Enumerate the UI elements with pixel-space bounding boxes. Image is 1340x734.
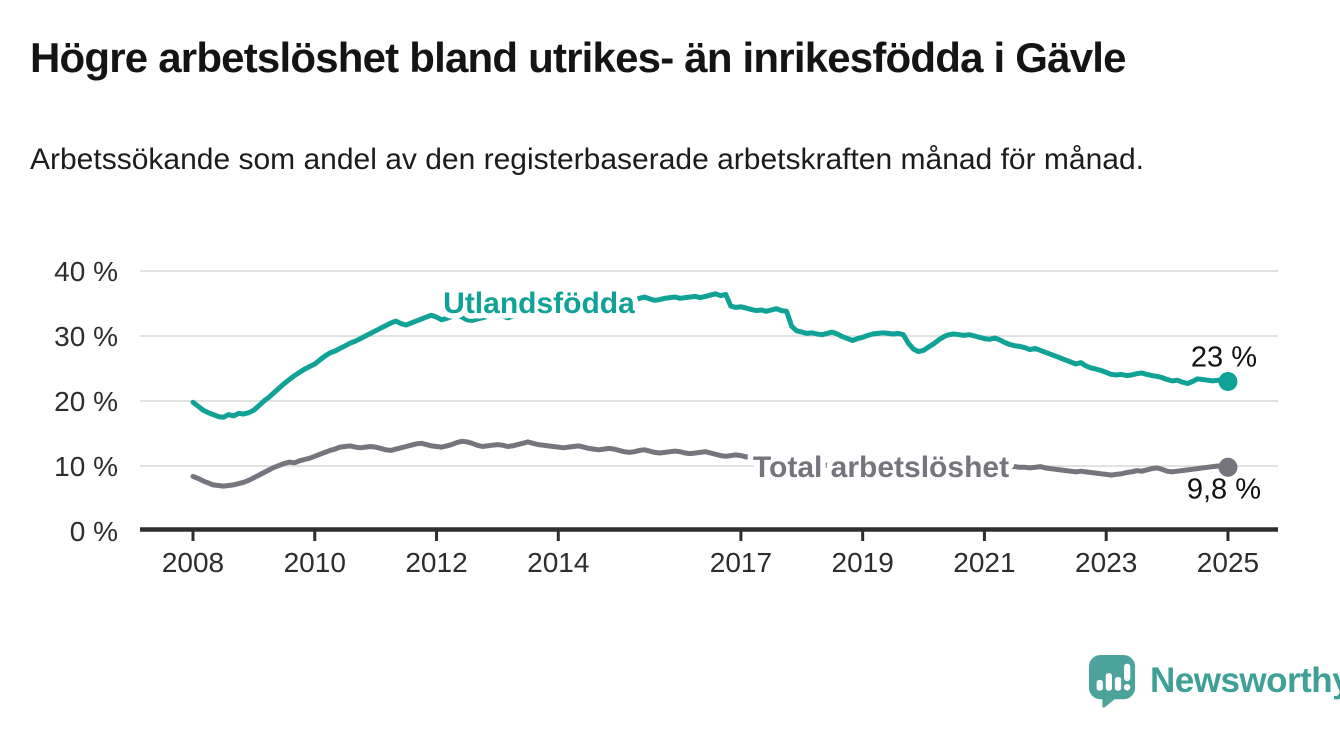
y-tick-label: 30 % [54, 321, 118, 352]
x-tick-label: 2014 [527, 547, 589, 578]
x-tick-label: 2008 [162, 547, 224, 578]
newsworthy-speech-bubble-chart-icon [1088, 655, 1136, 708]
x-tick-label: 2012 [405, 547, 467, 578]
y-tick-label: 0 % [70, 516, 118, 547]
y-tick-label: 40 % [54, 256, 118, 287]
series-end-dot-total-arbetsloshet [1218, 457, 1238, 477]
newsworthy-logo: Newsworthy [1087, 652, 1340, 710]
series-end-value-utlandsfodda: 23 % [1191, 342, 1257, 374]
newsworthy-wordmark: Newsworthy [1150, 661, 1340, 700]
x-tick-label: 2017 [710, 547, 772, 578]
chart-subtitle: Arbetssökande som andel av den registerb… [30, 143, 1144, 176]
series-label-utlandsfodda: Utlandsfödda [443, 287, 635, 320]
x-tick-label: 2010 [284, 547, 346, 578]
x-tick-label: 2019 [832, 547, 894, 578]
series-end-dot-utlandsfodda [1218, 372, 1238, 391]
x-tick-label: 2023 [1075, 547, 1137, 578]
x-tick-label: 2021 [953, 547, 1015, 578]
series-line-utlandsfodda [190, 291, 1231, 420]
y-tick-label: 20 % [54, 386, 118, 417]
series-line-total-arbetsloshet [190, 438, 1231, 489]
series-label-total-arbetsloshet: Total arbetslöshet [753, 451, 1009, 484]
x-tick-label: 2025 [1197, 547, 1259, 578]
chart-title: Högre arbetslöshet bland utrikes- än inr… [30, 34, 1127, 81]
y-tick-label: 10 % [54, 451, 118, 482]
series-end-value-total-arbetsloshet: 9,8 % [1187, 473, 1261, 505]
